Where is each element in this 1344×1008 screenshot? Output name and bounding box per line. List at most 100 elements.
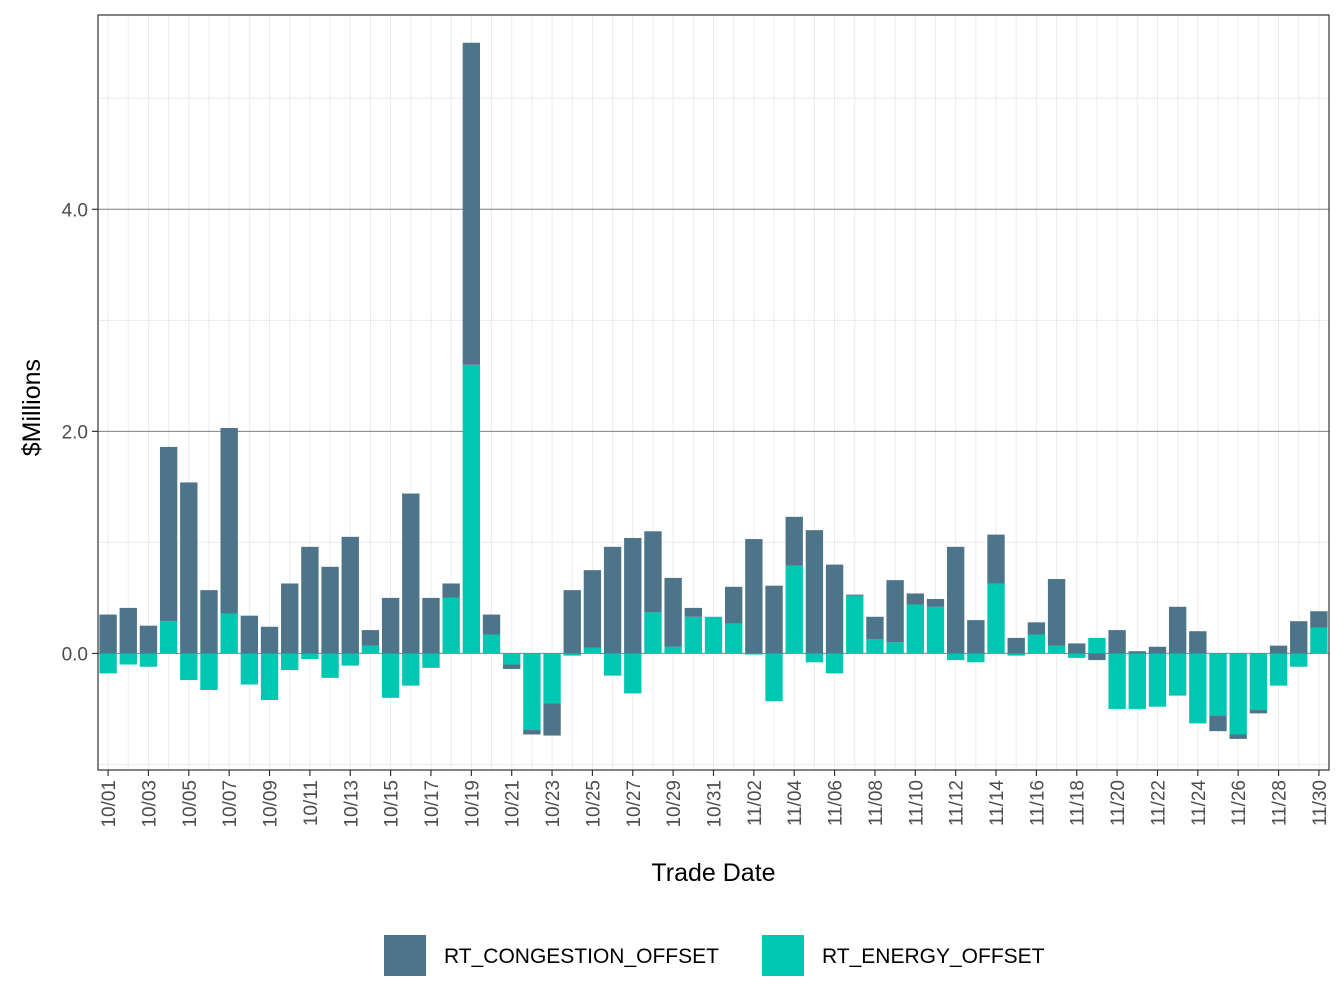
bar-congestion-10-18 bbox=[442, 583, 460, 598]
bar-energy-11-07 bbox=[846, 595, 864, 654]
bar-congestion-10-19 bbox=[462, 42, 481, 365]
bar-congestion-11-03 bbox=[765, 585, 783, 654]
bar-congestion-10-12 bbox=[321, 566, 339, 654]
bar-congestion-10-21 bbox=[503, 664, 521, 669]
bar-congestion-10-02 bbox=[119, 607, 137, 654]
bar-congestion-11-21 bbox=[1128, 651, 1146, 654]
x-tick-label: 10/01 bbox=[99, 780, 120, 828]
bar-energy-10-16 bbox=[402, 653, 420, 686]
bar-congestion-10-01 bbox=[99, 614, 117, 654]
legend-swatch-energy bbox=[762, 935, 804, 976]
bar-energy-11-06 bbox=[825, 653, 844, 674]
bar-congestion-10-03 bbox=[139, 625, 158, 654]
x-tick-label: 11/12 bbox=[947, 780, 968, 826]
x-tick-label: 10/17 bbox=[422, 780, 443, 828]
bar-energy-11-23 bbox=[1168, 653, 1187, 696]
x-tick-label: 11/14 bbox=[987, 780, 1008, 827]
bar-energy-10-30 bbox=[684, 616, 702, 654]
bar-congestion-11-17 bbox=[1047, 579, 1066, 646]
legend: RT_CONGESTION_OFFSET RT_ENERGY_OFFSET bbox=[384, 935, 1045, 976]
x-tick-label: 11/26 bbox=[1229, 780, 1250, 826]
bar-congestion-11-26 bbox=[1229, 734, 1247, 739]
bar-energy-10-27 bbox=[624, 653, 642, 694]
bar-congestion-10-14 bbox=[361, 630, 380, 646]
bar-congestion-11-06 bbox=[825, 564, 844, 654]
bars bbox=[99, 42, 1328, 739]
bar-congestion-10-17 bbox=[422, 597, 440, 654]
x-tick-label: 11/22 bbox=[1148, 780, 1169, 826]
x-tick-label: 10/23 bbox=[543, 780, 564, 828]
x-tick-label: 10/13 bbox=[341, 780, 362, 828]
bar-energy-10-04 bbox=[159, 621, 178, 654]
bar-congestion-11-15 bbox=[1007, 637, 1025, 654]
bar-energy-11-30 bbox=[1310, 627, 1328, 654]
bar-congestion-11-20 bbox=[1108, 630, 1126, 654]
bar-congestion-10-24 bbox=[563, 590, 581, 654]
y-tick-label: 0.0 bbox=[62, 644, 88, 665]
bar-congestion-10-13 bbox=[341, 536, 359, 654]
bar-congestion-11-11 bbox=[926, 599, 945, 607]
bar-congestion-10-29 bbox=[664, 577, 682, 647]
bar-energy-10-15 bbox=[381, 653, 400, 698]
bar-congestion-11-23 bbox=[1168, 606, 1187, 654]
bar-congestion-11-28 bbox=[1269, 645, 1288, 654]
bar-energy-10-10 bbox=[281, 653, 299, 671]
x-axis-ticks: 10/01 10/03 10/05 10/07 10/09 10/11 10/13 10/15… bbox=[99, 770, 1331, 828]
bar-congestion-11-27 bbox=[1249, 710, 1268, 714]
bar-energy-10-20 bbox=[482, 634, 501, 654]
y-tick-label: 4.0 bbox=[62, 200, 88, 221]
bar-energy-11-20 bbox=[1108, 653, 1126, 709]
x-tick-label: 10/11 bbox=[301, 780, 322, 826]
bar-energy-10-29 bbox=[664, 646, 682, 654]
bar-congestion-10-15 bbox=[381, 597, 400, 654]
bar-energy-11-28 bbox=[1269, 653, 1288, 686]
bar-energy-11-03 bbox=[765, 653, 783, 702]
bar-congestion-11-29 bbox=[1290, 621, 1308, 654]
y-axis-title: $Millions bbox=[18, 359, 46, 456]
bar-energy-10-11 bbox=[301, 653, 319, 659]
bar-congestion-11-02 bbox=[745, 539, 763, 654]
bar-energy-11-26 bbox=[1229, 653, 1247, 735]
bar-energy-11-27 bbox=[1249, 653, 1268, 711]
bar-congestion-10-26 bbox=[603, 546, 622, 654]
bar-energy-11-15 bbox=[1007, 653, 1025, 656]
bar-congestion-11-18 bbox=[1068, 643, 1086, 654]
bar-energy-10-22 bbox=[523, 653, 541, 731]
y-axis-ticks: 0.0 2.0 4.0 bbox=[62, 200, 98, 665]
bar-energy-11-08 bbox=[866, 638, 884, 654]
bar-congestion-11-22 bbox=[1148, 646, 1167, 654]
bar-congestion-10-16 bbox=[402, 493, 420, 654]
x-tick-label: 10/05 bbox=[180, 780, 201, 828]
bar-energy-10-14 bbox=[361, 645, 380, 654]
x-axis-title: Trade Date bbox=[651, 859, 775, 887]
x-tick-label: 10/15 bbox=[382, 780, 403, 828]
bar-congestion-11-16 bbox=[1027, 622, 1046, 635]
bar-congestion-10-06 bbox=[200, 590, 218, 654]
bar-energy-10-21 bbox=[503, 653, 521, 665]
bar-energy-11-17 bbox=[1047, 645, 1066, 654]
bar-energy-11-22 bbox=[1148, 653, 1167, 707]
bar-energy-10-02 bbox=[119, 653, 137, 665]
bar-congestion-11-12 bbox=[946, 546, 965, 654]
x-tick-label: 11/06 bbox=[826, 780, 847, 826]
bar-energy-10-24 bbox=[563, 653, 581, 656]
bar-energy-10-06 bbox=[200, 653, 218, 691]
bar-energy-11-16 bbox=[1027, 634, 1046, 654]
bar-congestion-11-07 bbox=[846, 594, 864, 596]
bar-congestion-10-04 bbox=[159, 446, 178, 622]
bar-congestion-10-05 bbox=[180, 482, 198, 654]
bar-energy-11-13 bbox=[967, 653, 985, 663]
bar-energy-10-05 bbox=[180, 653, 198, 681]
bar-energy-10-26 bbox=[603, 653, 622, 676]
bar-congestion-11-25 bbox=[1209, 715, 1227, 732]
bar-energy-11-14 bbox=[987, 583, 1005, 654]
x-tick-label: 10/19 bbox=[462, 780, 483, 828]
bar-energy-10-31 bbox=[704, 616, 723, 654]
bar-congestion-11-19 bbox=[1088, 653, 1106, 661]
bar-energy-10-01 bbox=[99, 653, 117, 674]
bar-energy-11-01 bbox=[725, 623, 743, 654]
legend-label-energy: RT_ENERGY_OFFSET bbox=[822, 945, 1045, 968]
bar-energy-11-25 bbox=[1209, 653, 1227, 716]
